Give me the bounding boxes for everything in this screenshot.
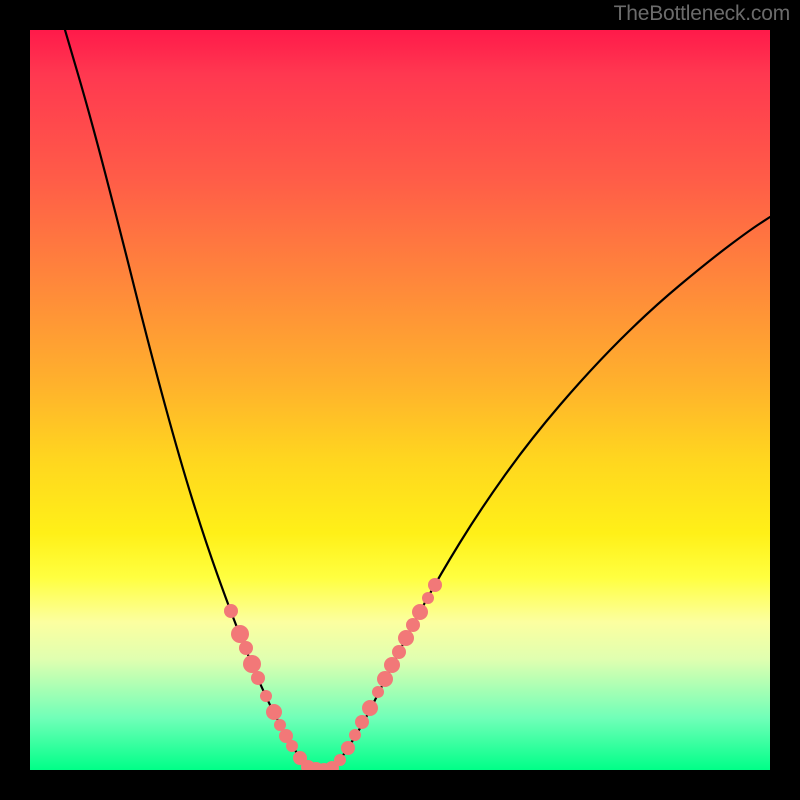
data-dot — [334, 754, 346, 766]
data-dot — [384, 657, 400, 673]
data-dot — [406, 618, 420, 632]
data-dot — [428, 578, 442, 592]
data-dot — [224, 604, 238, 618]
data-dot — [231, 625, 249, 643]
data-dot — [372, 686, 384, 698]
data-dot — [422, 592, 434, 604]
data-dot — [355, 715, 369, 729]
data-dots — [224, 578, 442, 770]
data-dot — [286, 740, 298, 752]
data-dot — [349, 729, 361, 741]
plot-area — [30, 30, 770, 770]
data-dot — [239, 641, 253, 655]
data-dot — [362, 700, 378, 716]
data-dot — [260, 690, 272, 702]
watermark-text: TheBottleneck.com — [614, 2, 790, 26]
data-dot — [341, 741, 355, 755]
data-dot — [398, 630, 414, 646]
data-dot — [266, 704, 282, 720]
data-dot — [251, 671, 265, 685]
data-dot — [274, 719, 286, 731]
data-dot — [412, 604, 428, 620]
outer-frame: TheBottleneck.com — [0, 0, 800, 800]
data-dot — [392, 645, 406, 659]
curve-left — [65, 30, 310, 770]
chart-svg — [30, 30, 770, 770]
data-dot — [377, 671, 393, 687]
curve-right — [330, 217, 770, 770]
data-dot — [243, 655, 261, 673]
